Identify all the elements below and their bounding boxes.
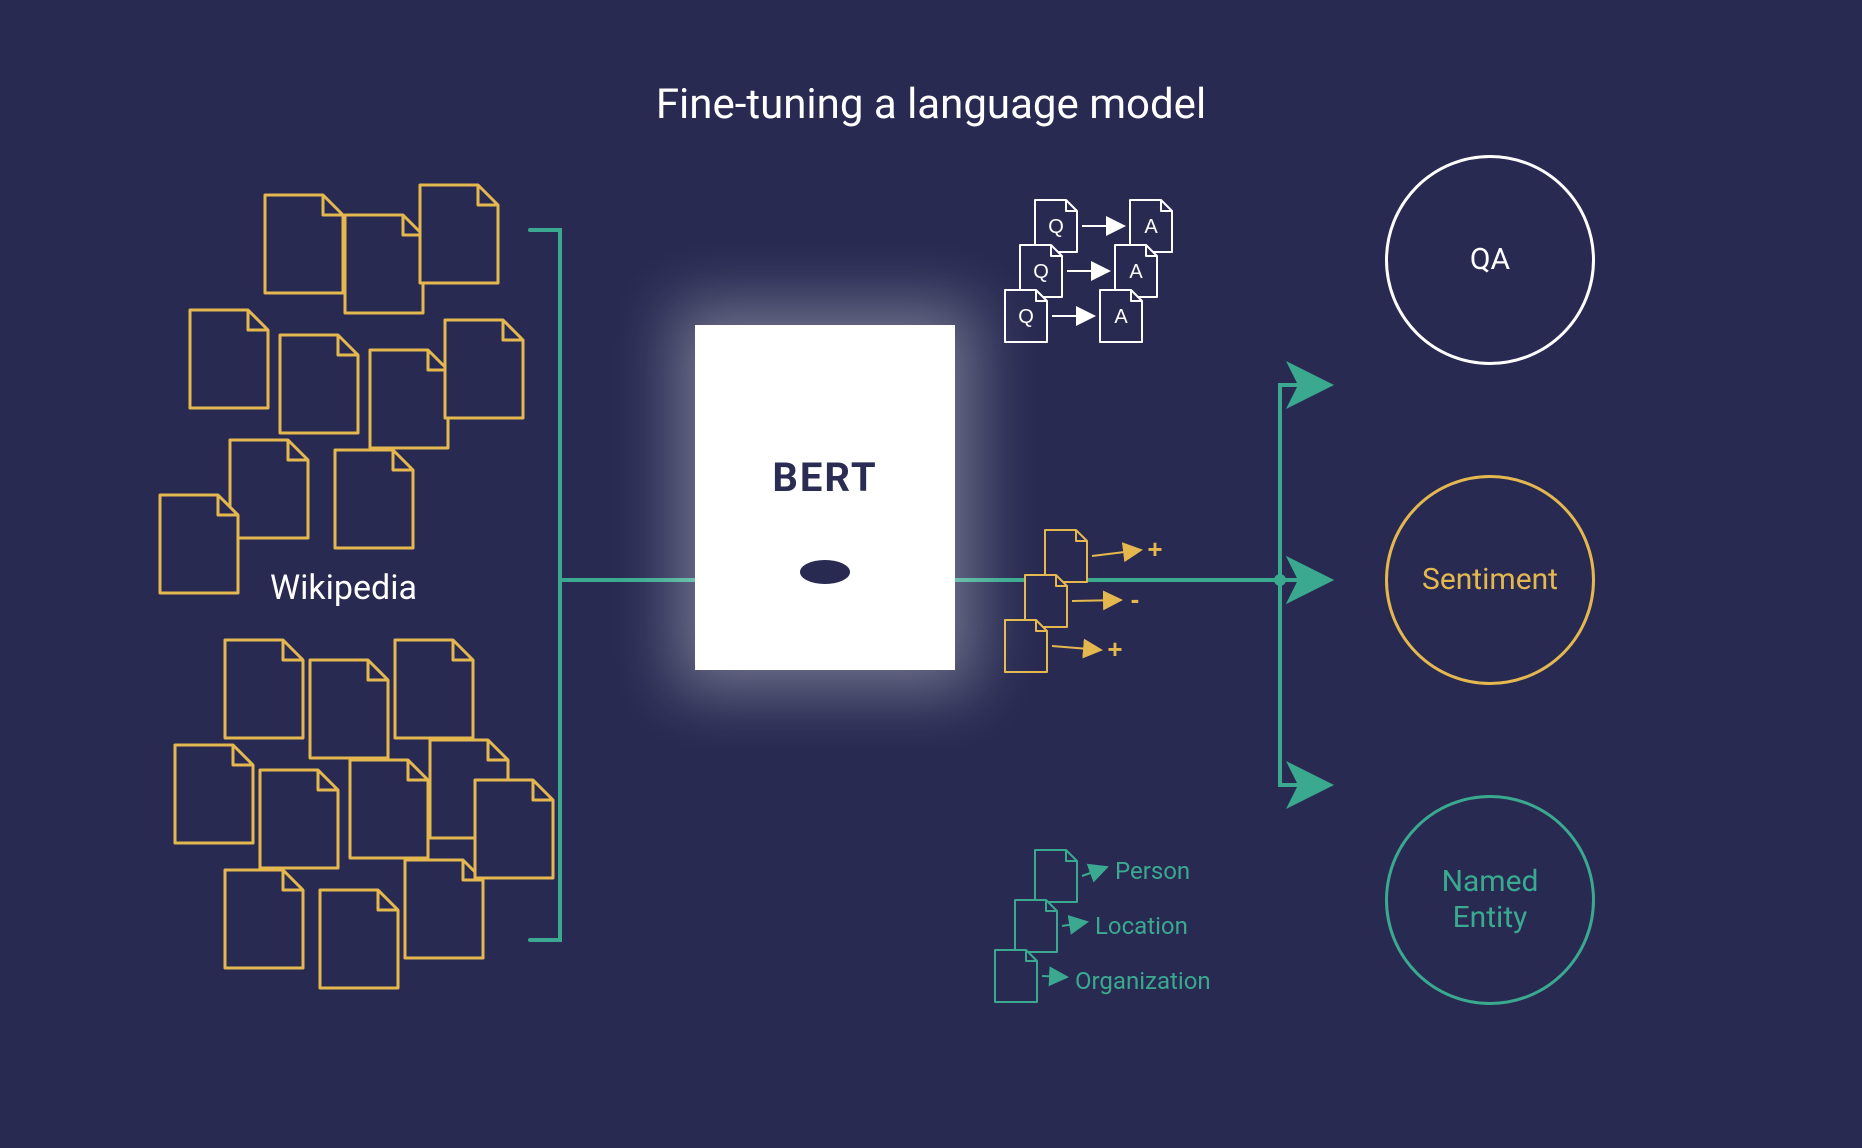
model-hole-icon — [800, 560, 850, 584]
svg-text:A: A — [1144, 216, 1158, 238]
task-circle-qa: QA — [1385, 155, 1595, 365]
diagram-title: Fine-tuning a language model — [656, 80, 1206, 129]
source-label: Wikipedia — [270, 568, 417, 608]
svg-text:A: A — [1129, 261, 1143, 283]
model-box: BERT — [695, 325, 955, 670]
svg-text:A: A — [1114, 306, 1128, 328]
svg-text:Q: Q — [1018, 306, 1034, 328]
task-circle-sentiment: Sentiment — [1385, 475, 1595, 685]
svg-text:+: + — [1147, 534, 1162, 564]
svg-text:-: - — [1131, 584, 1140, 614]
svg-text:Q: Q — [1033, 261, 1049, 283]
ner-entity-label: Organization — [1075, 967, 1211, 995]
svg-text:Q: Q — [1048, 216, 1064, 238]
model-label: BERT — [772, 454, 877, 501]
task-circle-ner: NamedEntity — [1385, 795, 1595, 1005]
ner-entity-label: Person — [1115, 857, 1190, 885]
ner-entity-label: Location — [1095, 912, 1188, 940]
svg-text:+: + — [1107, 634, 1122, 664]
